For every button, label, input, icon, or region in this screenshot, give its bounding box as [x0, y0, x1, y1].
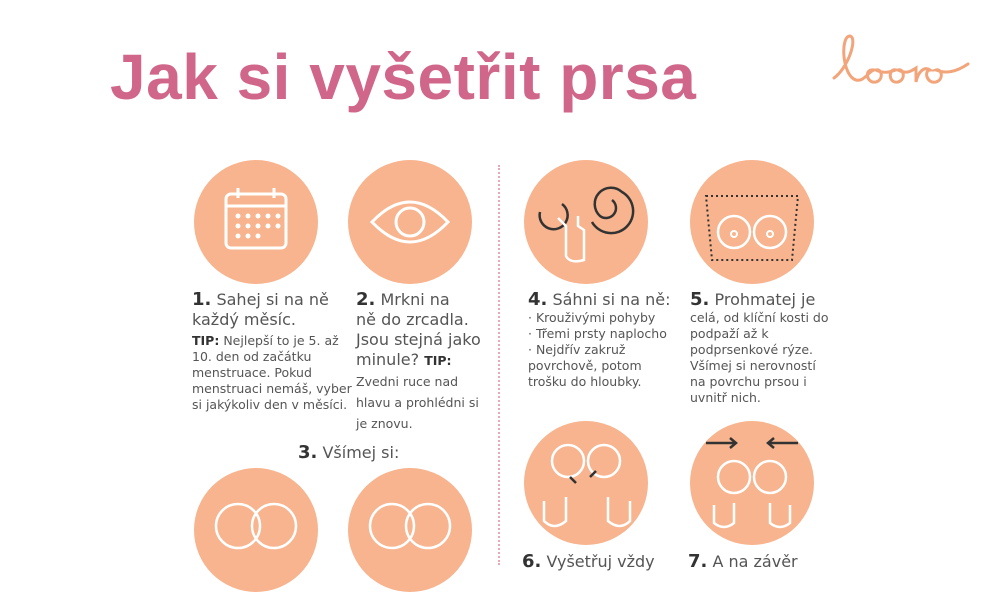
eye-icon — [348, 160, 472, 284]
step-2: 2. Mrkni na ně do zrcadla. Jsou stejná jak… — [356, 289, 481, 432]
column-divider — [498, 165, 500, 565]
step-1: 1. Sahej si na ně každý měsíc. TIP: Nejl… — [192, 289, 352, 413]
step-3: 3. Všímej si: — [298, 442, 400, 463]
looro-logo — [828, 28, 973, 102]
arrows-breasts-icon — [690, 421, 814, 545]
breast-area-icon — [690, 160, 814, 284]
step-7: 7. A na závěr — [688, 551, 798, 572]
page-title: Jak si vyšetřit prsa — [110, 41, 697, 113]
step-4: 4. Sáhni si na ně: Krouživými pohyby Tře… — [528, 290, 678, 390]
hands-breasts-icon — [524, 421, 648, 545]
breasts-icon — [348, 468, 472, 592]
step-5: 5. Prohmatej je celá, od klíční kosti do… — [690, 289, 829, 406]
breasts-icon — [194, 468, 318, 592]
circular-motion-hand-icon — [524, 160, 648, 284]
calendar-icon — [194, 160, 318, 284]
step-6: 6. Vyšetřuj vždy — [522, 551, 655, 572]
